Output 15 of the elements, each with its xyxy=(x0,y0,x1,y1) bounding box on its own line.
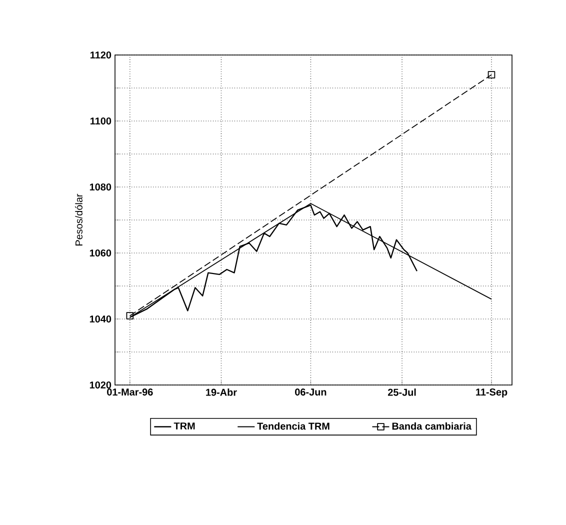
legend-label: Tendencia TRM xyxy=(257,422,330,430)
legend-label: TRM xyxy=(174,422,195,430)
x-tick-label: 19-Abr xyxy=(206,388,237,396)
x-tick-label: 06-Jun xyxy=(295,388,326,396)
y-axis-title: Pesos/dólar xyxy=(75,194,82,246)
y-tick-label: 1020 xyxy=(90,381,112,389)
x-tick-label: 01-Mar-96 xyxy=(107,388,153,396)
legend-label: Banda cambiaria xyxy=(392,422,472,430)
y-tick-label: 1080 xyxy=(90,183,112,191)
x-tick-label: 11-Sep xyxy=(476,388,508,398)
y-tick-label: 1120 xyxy=(90,51,112,59)
y-tick-label: 1060 xyxy=(90,249,112,257)
y-tick-label: 1100 xyxy=(90,117,112,125)
x-tick-label: 25-Jul xyxy=(388,388,416,396)
y-tick-label: 1040 xyxy=(90,315,112,323)
